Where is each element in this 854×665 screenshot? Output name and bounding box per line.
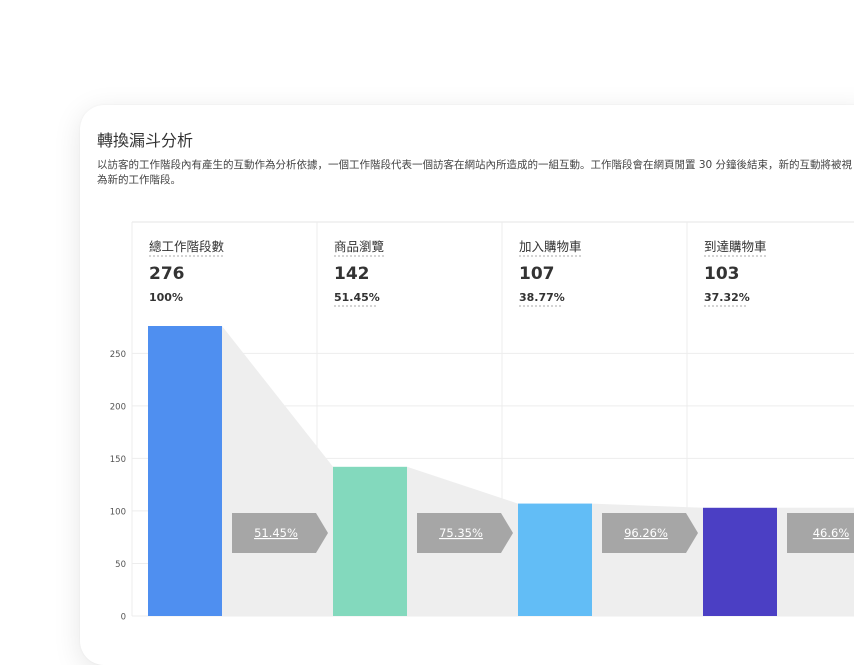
step-name: 商品瀏覽 xyxy=(334,239,384,254)
step-conversion-arrow[interactable] xyxy=(417,513,513,553)
step-conversion-arrow[interactable] xyxy=(602,513,698,553)
funnel-dropoff-area xyxy=(222,326,333,616)
step-name: 加入購物車 xyxy=(519,239,582,254)
y-tick-label: 250 xyxy=(110,350,126,360)
step-name: 到達購物車 xyxy=(704,239,767,254)
step-conversion-label[interactable]: 46.6% xyxy=(813,526,850,540)
step-conversion-arrow[interactable] xyxy=(787,513,854,553)
step-count: 142 xyxy=(334,264,370,284)
bar-3[interactable] xyxy=(518,503,592,616)
y-tick-label: 100 xyxy=(110,507,126,517)
step-conversion-label[interactable]: 75.35% xyxy=(439,526,483,540)
step-conversion-label[interactable]: 51.45% xyxy=(254,526,298,540)
y-tick-label: 150 xyxy=(110,455,126,465)
step-percent: 38.77% xyxy=(519,291,565,304)
step-name: 總工作階段數 xyxy=(149,239,225,254)
step-percent: 51.45% xyxy=(334,291,380,304)
step-count: 276 xyxy=(149,264,185,284)
bar-2[interactable] xyxy=(333,466,407,616)
step-count: 107 xyxy=(519,264,555,284)
funnel-description: 以訪客的工作階段內有產生的互動作為分析依據，一個工作階段代表一個訪客在網站內所造… xyxy=(97,159,853,186)
step-percent: 100% xyxy=(149,291,183,304)
bar-4[interactable] xyxy=(703,507,777,616)
y-tick-label: 0 xyxy=(121,613,126,623)
funnel-card: 轉換漏斗分析 以訪客的工作階段內有產生的互動作為分析依據，一個工作階段代表一個訪… xyxy=(80,105,854,665)
y-tick-label: 50 xyxy=(115,560,126,570)
funnel-title: 轉換漏斗分析 xyxy=(97,131,194,150)
step-count: 103 xyxy=(704,264,740,284)
step-percent: 37.32% xyxy=(704,291,750,304)
bar-1[interactable] xyxy=(148,326,222,616)
step-conversion-arrow[interactable] xyxy=(232,513,328,553)
funnel-chart: 0 50 100 150 200 250 總工作階段數 276 100% 商品瀏覽 142 51.45… xyxy=(110,221,854,623)
y-tick-label: 200 xyxy=(110,402,126,412)
step-conversion-label[interactable]: 96.26% xyxy=(624,526,668,540)
